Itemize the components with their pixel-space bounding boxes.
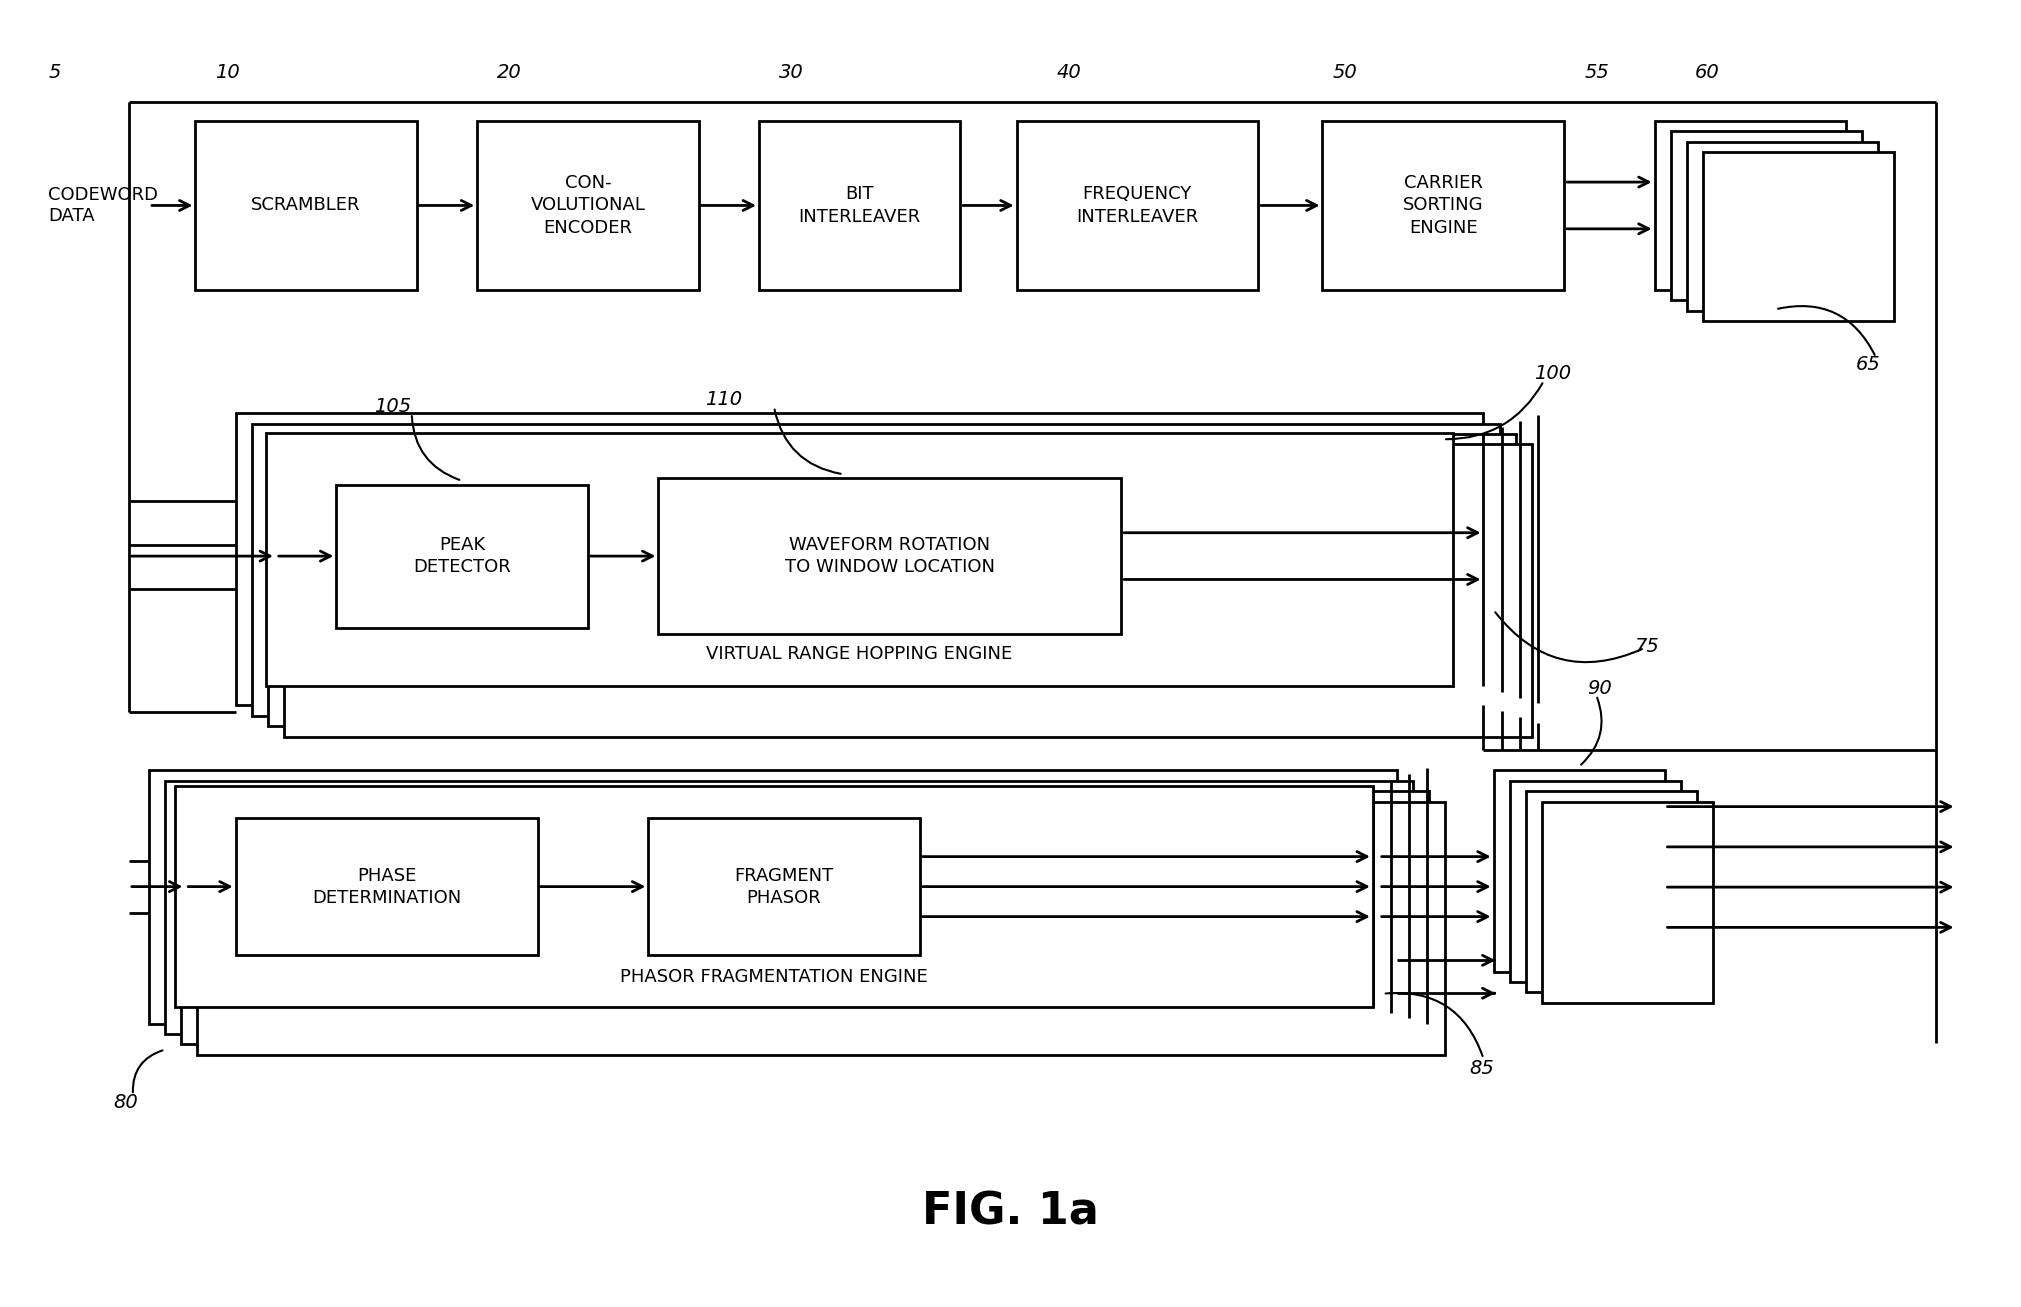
Text: 110: 110 (705, 391, 742, 409)
Text: 75: 75 (1635, 637, 1659, 656)
Bar (1542, 801, 1714, 1002)
Bar (267, 433, 1453, 686)
Text: DAC: DAC (1556, 861, 1603, 881)
Text: 85: 85 (1469, 1059, 1494, 1078)
Bar (649, 818, 920, 955)
Bar (283, 444, 1532, 737)
Bar (196, 122, 416, 290)
Bar (335, 485, 588, 627)
Text: CODEWORD
DATA: CODEWORD DATA (49, 186, 158, 225)
Bar (1655, 122, 1845, 290)
Text: 105: 105 (374, 397, 410, 416)
Text: 55: 55 (1584, 63, 1609, 82)
Bar (760, 122, 960, 290)
Bar (1322, 122, 1564, 290)
Text: CARRIER
SORTING
ENGINE: CARRIER SORTING ENGINE (1403, 174, 1483, 237)
Text: 100: 100 (1534, 365, 1570, 383)
Bar (1017, 122, 1257, 290)
Text: FRAGMENT
PHASOR: FRAGMENT PHASOR (734, 867, 835, 907)
Text: 40: 40 (1057, 63, 1081, 82)
Bar (1688, 142, 1878, 311)
Bar (1704, 152, 1894, 322)
Text: 65: 65 (1855, 356, 1882, 374)
Text: IFFT: IFFT (1728, 196, 1770, 216)
Bar (1510, 780, 1681, 982)
Text: 80: 80 (113, 1093, 137, 1112)
Bar (150, 770, 1397, 1023)
Text: BIT
INTERLEAVER: BIT INTERLEAVER (798, 186, 922, 226)
Bar (166, 780, 1413, 1034)
Text: PHASE
DETERMINATION: PHASE DETERMINATION (311, 867, 461, 907)
Bar (198, 801, 1445, 1055)
Bar (253, 423, 1500, 716)
Text: PHASOR FRAGMENTATION ENGINE: PHASOR FRAGMENTATION ENGINE (620, 968, 928, 985)
Bar (1494, 770, 1665, 971)
Bar (236, 413, 1483, 706)
Text: 20: 20 (497, 63, 521, 82)
Bar (659, 478, 1122, 634)
Text: VIRTUAL RANGE HOPPING ENGINE: VIRTUAL RANGE HOPPING ENGINE (707, 644, 1013, 663)
Text: 5: 5 (49, 63, 61, 82)
Text: 10: 10 (216, 63, 240, 82)
Text: CON-
VOLUTIONAL
ENCODER: CON- VOLUTIONAL ENCODER (530, 174, 645, 237)
Bar (477, 122, 699, 290)
Text: SCRAMBLER: SCRAMBLER (251, 196, 362, 214)
Text: 90: 90 (1589, 678, 1613, 698)
Bar (236, 818, 538, 955)
Text: 50: 50 (1332, 63, 1358, 82)
Bar (1671, 132, 1861, 301)
Bar (176, 786, 1372, 1006)
Text: 30: 30 (778, 63, 804, 82)
Text: FIG. 1a: FIG. 1a (922, 1191, 1099, 1234)
Bar (269, 434, 1516, 727)
Text: PEAK
DETECTOR: PEAK DETECTOR (412, 536, 511, 576)
Text: FREQUENCY
INTERLEAVER: FREQUENCY INTERLEAVER (1075, 186, 1198, 226)
Text: WAVEFORM ROTATION
TO WINDOW LOCATION: WAVEFORM ROTATION TO WINDOW LOCATION (784, 536, 994, 576)
Text: 60: 60 (1696, 63, 1720, 82)
Bar (1526, 791, 1698, 992)
Bar (182, 791, 1429, 1044)
